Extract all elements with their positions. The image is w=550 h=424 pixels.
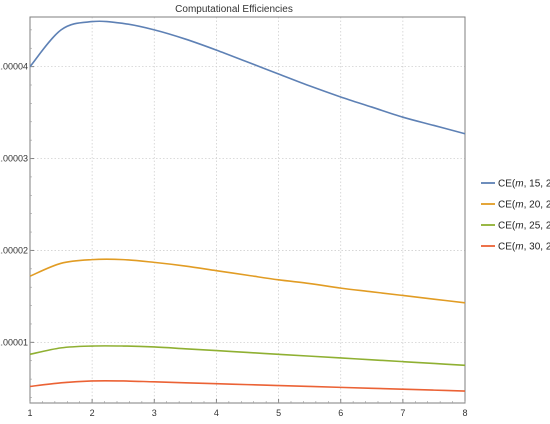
series-layer bbox=[29, 20, 466, 392]
legend: CE(m, 15, 2) CE(m, 20, 2) CE(m, 25, 2) CE(m… bbox=[481, 179, 550, 253]
plot-frame bbox=[29, 16, 466, 404]
tick-layer: 1 2 3 4 5 6 7 8 1.00001 1.00002 1.00003 1.00004 bbox=[0, 29, 468, 418]
chart-title: Computational Efficiencies bbox=[175, 4, 293, 15]
x-tick-label: 5 bbox=[276, 408, 281, 418]
series-line bbox=[29, 379, 466, 392]
series-line bbox=[29, 20, 466, 135]
x-tick-label: 8 bbox=[462, 408, 467, 418]
x-tick-label: 6 bbox=[338, 408, 343, 418]
legend-label: CE(m, 20, 2) bbox=[498, 200, 550, 211]
legend-label: CE(m, 15, 2) bbox=[498, 179, 550, 190]
series-line bbox=[29, 345, 466, 367]
y-tick-label: 1.00004 bbox=[0, 62, 28, 72]
legend-label: CE(m, 25, 2) bbox=[498, 221, 550, 232]
x-tick-label: 1 bbox=[27, 408, 32, 418]
y-tick-label: 1.00002 bbox=[0, 245, 28, 255]
y-tick-label: 1.00003 bbox=[0, 154, 28, 164]
legend-label: CE(m, 30, 2) bbox=[498, 242, 550, 253]
y-tick-label: 1.00001 bbox=[0, 337, 28, 347]
x-tick-label: 3 bbox=[152, 408, 157, 418]
series-line bbox=[29, 258, 466, 304]
x-tick-label: 2 bbox=[90, 408, 95, 418]
x-tick-label: 4 bbox=[214, 408, 219, 418]
x-tick-label: 7 bbox=[400, 408, 405, 418]
